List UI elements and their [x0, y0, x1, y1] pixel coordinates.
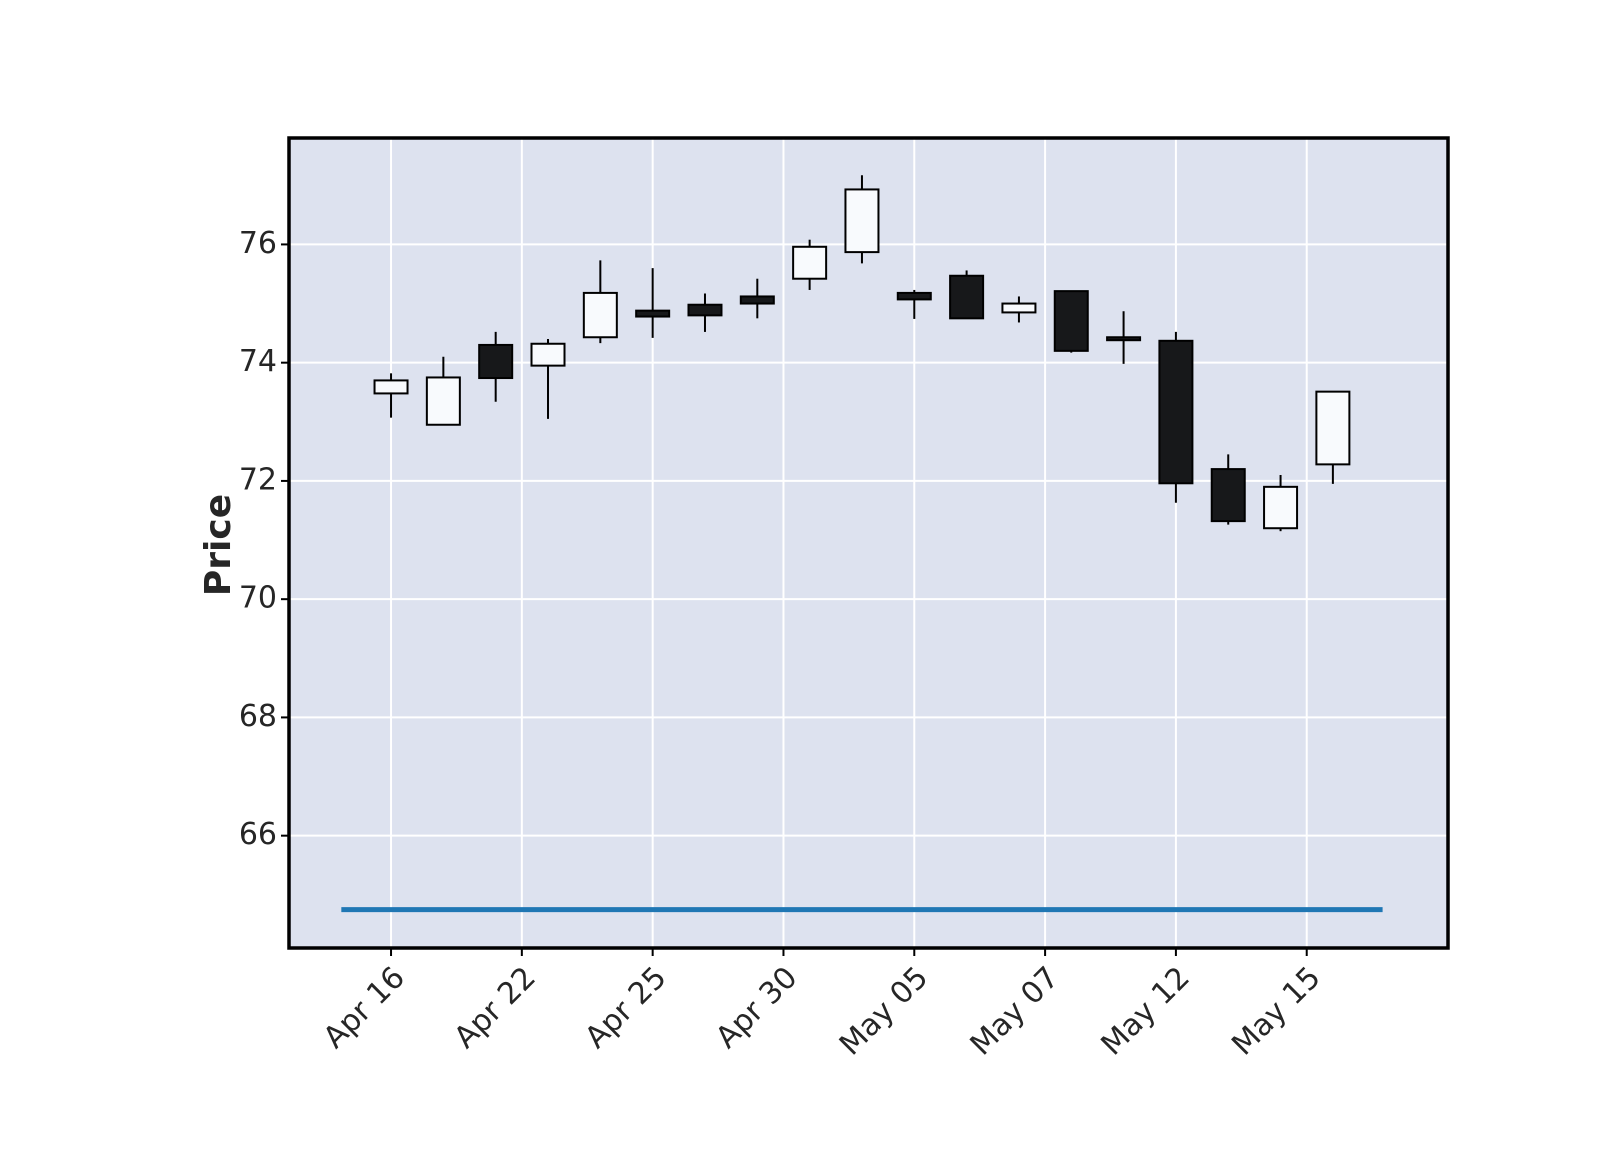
candle-body	[1001, 302, 1037, 314]
x-axis-ticks: Apr 16 Apr 22 Apr 25 Apr 30 May 05 May 07 May …	[317, 948, 1328, 1063]
candle-body	[687, 303, 723, 317]
x-tick-label: May 05	[833, 960, 935, 1062]
candle	[1315, 390, 1351, 484]
candle	[1263, 475, 1299, 532]
candle	[582, 260, 618, 344]
y-tick-label: 72	[239, 462, 277, 497]
candle	[1053, 290, 1089, 353]
y-axis-title: Price	[198, 494, 239, 596]
candle	[425, 356, 461, 426]
candle-body	[1053, 290, 1089, 352]
y-tick-label: 76	[239, 226, 277, 261]
y-axis-ticks: 66 68 70 72 74 76	[239, 226, 289, 852]
candle-body	[739, 295, 775, 305]
candle-body	[373, 379, 409, 395]
candle-body	[530, 342, 566, 367]
x-tick-label: May 07	[964, 960, 1066, 1062]
candle	[635, 268, 671, 338]
candle	[1001, 296, 1037, 323]
candle	[478, 331, 514, 402]
candle	[373, 373, 409, 418]
candle-body	[635, 309, 671, 318]
candle	[844, 175, 880, 264]
plot-background	[289, 138, 1448, 948]
candle-body	[949, 274, 985, 320]
y-tick-label: 66	[239, 817, 277, 852]
x-tick-label: Apr 30	[709, 960, 804, 1055]
candle-body	[896, 291, 932, 301]
x-tick-label: Apr 22	[448, 960, 543, 1055]
x-tick-label: May 12	[1094, 960, 1196, 1062]
candle	[687, 293, 723, 332]
y-tick-label: 70	[239, 581, 277, 616]
candle	[530, 339, 566, 419]
candle-body	[478, 343, 514, 380]
candle	[1210, 454, 1246, 525]
x-tick-label: Apr 25	[578, 960, 673, 1055]
candle-body	[425, 376, 461, 426]
candle	[1158, 331, 1194, 503]
candle	[792, 239, 828, 290]
candles	[373, 175, 1351, 532]
candle	[949, 270, 985, 320]
candle-body	[1158, 339, 1194, 485]
x-tick-label: May 15	[1225, 960, 1327, 1062]
candle	[1106, 311, 1142, 364]
x-tick-label: Apr 16	[317, 960, 412, 1055]
plot-frame	[287, 136, 1450, 950]
candle	[739, 278, 775, 319]
candle-body	[1263, 485, 1299, 530]
candle-body	[1210, 468, 1246, 523]
candle-body	[1315, 390, 1351, 466]
candle-body	[844, 188, 880, 254]
y-tick-label: 68	[239, 699, 277, 734]
candle-body	[792, 245, 828, 280]
candle-body	[582, 291, 618, 339]
y-tick-label: 74	[239, 344, 277, 379]
candle-body	[1106, 336, 1142, 342]
candle	[896, 289, 932, 319]
